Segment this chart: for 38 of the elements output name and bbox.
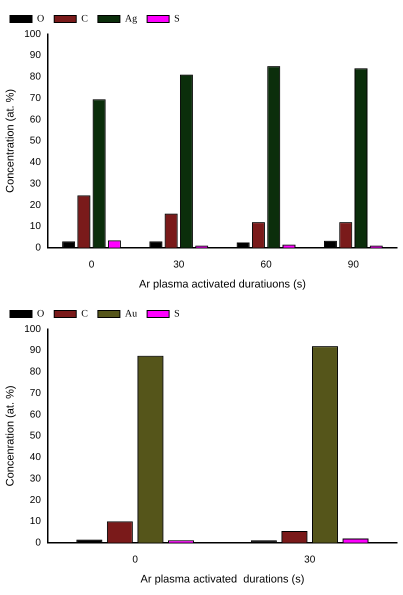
legend-label: S <box>174 308 180 320</box>
y-tick-label: 20 <box>30 200 42 211</box>
x-tick-label: 90 <box>348 260 360 271</box>
y-tick-label: 70 <box>30 92 42 104</box>
y-tick-label: 60 <box>30 409 42 420</box>
y-tick-label: 30 <box>30 178 42 190</box>
legend-label: Ag <box>124 14 138 25</box>
x-axis-title: Ar plasma activated durations (s) <box>140 573 304 586</box>
legend-label: Au <box>124 308 138 320</box>
x-axis-title: Ar plasma activated duratiuons (s) <box>138 278 306 290</box>
x-tick-label: 60 <box>260 260 272 271</box>
y-tick-label: 80 <box>30 366 42 378</box>
y-tick-label: 10 <box>30 516 42 528</box>
legend-label: O <box>37 308 44 320</box>
y-axis-title: Concenration (at. %) <box>4 385 17 486</box>
y-tick-label: 0 <box>35 538 42 549</box>
y-tick-label: 70 <box>30 388 42 399</box>
legend-label: C <box>81 308 88 320</box>
legend-label: S <box>174 14 180 25</box>
y-tick-label: 100 <box>24 28 42 40</box>
y-tick-label: 100 <box>24 324 42 335</box>
x-tick-label: 0 <box>88 260 95 271</box>
legend-label: C <box>81 14 88 25</box>
y-tick-label: 20 <box>30 494 42 506</box>
y-tick-label: 50 <box>30 136 42 147</box>
y-tick-label: 40 <box>30 157 42 168</box>
y-tick-label: 0 <box>35 242 42 254</box>
y-tick-label: 90 <box>30 345 42 356</box>
y-tick-label: 40 <box>30 452 42 464</box>
y-tick-label: 90 <box>30 50 42 62</box>
legend-label: O <box>37 14 44 25</box>
x-tick-label: 30 <box>173 260 185 271</box>
y-tick-label: 80 <box>30 72 42 83</box>
y-tick-label: 60 <box>30 114 42 126</box>
y-tick-label: 30 <box>30 473 42 484</box>
y-tick-label: 10 <box>30 221 42 232</box>
y-tick-label: 50 <box>30 430 42 442</box>
y-axis-title: Concentration (at. %) <box>4 88 17 193</box>
